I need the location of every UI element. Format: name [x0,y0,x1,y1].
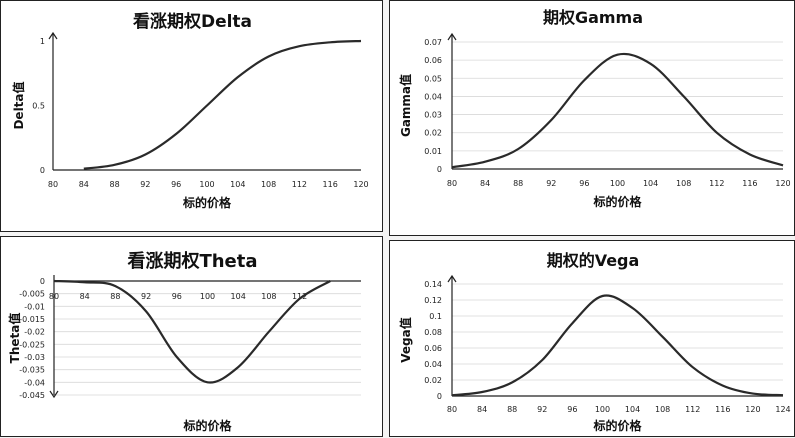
gamma-chart-panel: 80 84 88 92 96 100 104 108 112 116 120 0 0.01 0.02 0.0… [389,0,795,236]
x-tick-label: 112 [709,179,724,188]
x-tick-label: 108 [655,405,670,414]
x-axis-label: 标的价格 [592,418,642,433]
x-tick-label: 100 [199,180,214,189]
x-tick-label: 100 [200,292,215,301]
x-tick-label: 88 [110,180,120,189]
x-tick-label: 120 [353,180,368,189]
x-tick-label: 80 [447,179,457,188]
x-tick-label: 96 [567,405,577,414]
y-tick-label: -0.03 [24,353,45,362]
x-tick-label: 116 [715,405,730,414]
y-tick-label: 0.02 [424,376,442,385]
y-axis-label: Delta值 [11,81,26,129]
vega-chart: 80 84 88 92 96 100 104 108 112 116 120 124 0 0.02 0.04… [390,241,795,438]
x-tick-label: 104 [231,292,246,301]
series-line-delta [84,41,361,169]
x-tick-label: 84 [79,180,89,189]
y-tick-label: 0 [40,166,45,175]
x-tick-label: 120 [745,405,760,414]
chart-title: 期权Gamma [543,8,643,27]
x-tick-label: 104 [230,180,245,189]
y-tick-label: 0.04 [424,360,442,369]
x-tick-label: 100 [595,405,610,414]
x-tick-label: 124 [775,405,790,414]
y-axis-label: Vega值 [398,317,413,362]
y-tick-label: 0.05 [424,74,442,83]
y-axis-label: Gamma值 [398,74,413,137]
y-tick-label: 1 [40,37,45,46]
x-tick-label: 112 [685,405,700,414]
y-axis-label: Theta值 [7,313,22,364]
x-tick-label: 116 [742,179,757,188]
y-tick-label: -0.025 [19,340,45,349]
x-tick-label: 80 [49,292,59,301]
x-tick-label: 84 [80,292,90,301]
x-tick-label: 84 [477,405,487,414]
x-tick-label: 92 [546,179,556,188]
x-tick-label: 96 [172,292,182,301]
y-tick-label: 0.03 [424,111,442,120]
y-tick-label: -0.035 [19,366,45,375]
y-tick-label: 0.08 [424,328,442,337]
y-tick-label: 0.04 [424,92,442,101]
y-tick-label: 0.14 [424,280,442,289]
delta-chart-panel: 80 84 88 92 96 100 104 108 112 116 120 0 0.5 1 看涨期权Del… [0,0,383,232]
x-tick-label: 88 [513,179,523,188]
x-tick-label: 112 [292,180,307,189]
x-axis-label: 标的价格 [592,194,642,209]
y-tick-label: -0.01 [24,302,45,311]
x-tick-label: 104 [625,405,640,414]
y-tick-label: -0.015 [19,315,45,324]
x-tick-label: 108 [676,179,691,188]
x-axis-label: 标的价格 [182,418,232,433]
vega-chart-panel: 80 84 88 92 96 100 104 108 112 116 120 124 0 0.02 0.04… [389,240,795,437]
x-tick-label: 108 [261,180,276,189]
y-tick-label: 0 [40,277,45,286]
chart-title: 看涨期权Theta [126,250,257,272]
y-tick-label: 0.12 [424,296,442,305]
x-tick-label: 92 [141,292,151,301]
gamma-chart: 80 84 88 92 96 100 104 108 112 116 120 0 0.01 0.02 0.0… [390,1,795,237]
y-tick-label: -0.045 [19,391,45,400]
chart-title: 期权的Vega [547,251,640,270]
y-tick-label: 0.07 [424,38,442,47]
y-tick-label: -0.04 [24,378,45,387]
chart-title: 看涨期权Delta [132,11,252,32]
x-tick-label: 92 [140,180,150,189]
x-tick-label: 104 [643,179,658,188]
x-tick-label: 96 [171,180,181,189]
x-axis-label: 标的价格 [182,195,232,210]
y-tick-label: 0.1 [429,312,442,321]
y-tick-label: 0 [437,165,442,174]
x-tick-label: 108 [261,292,276,301]
x-tick-label: 116 [323,180,338,189]
x-tick-label: 80 [447,405,457,414]
y-tick-label: 0.06 [424,344,442,353]
x-tick-label: 88 [507,405,517,414]
delta-chart: 80 84 88 92 96 100 104 108 112 116 120 0 0.5 1 看涨期权Del… [1,1,384,233]
x-tick-label: 84 [480,179,490,188]
series-line-gamma [452,54,783,167]
x-tick-label: 88 [110,292,120,301]
y-tick-label: 0.5 [32,102,45,111]
y-tick-label: 0 [437,392,442,401]
y-tick-label: 0.01 [424,147,442,156]
x-tick-label: 96 [579,179,589,188]
x-tick-label: 80 [48,180,58,189]
y-tick-label: 0.02 [424,129,442,138]
x-tick-label: 100 [610,179,625,188]
y-tick-label: -0.005 [19,290,45,299]
x-tick-label: 92 [537,405,547,414]
y-tick-label: -0.02 [24,328,45,337]
y-tick-label: 0.06 [424,56,442,65]
x-tick-label: 120 [775,179,790,188]
